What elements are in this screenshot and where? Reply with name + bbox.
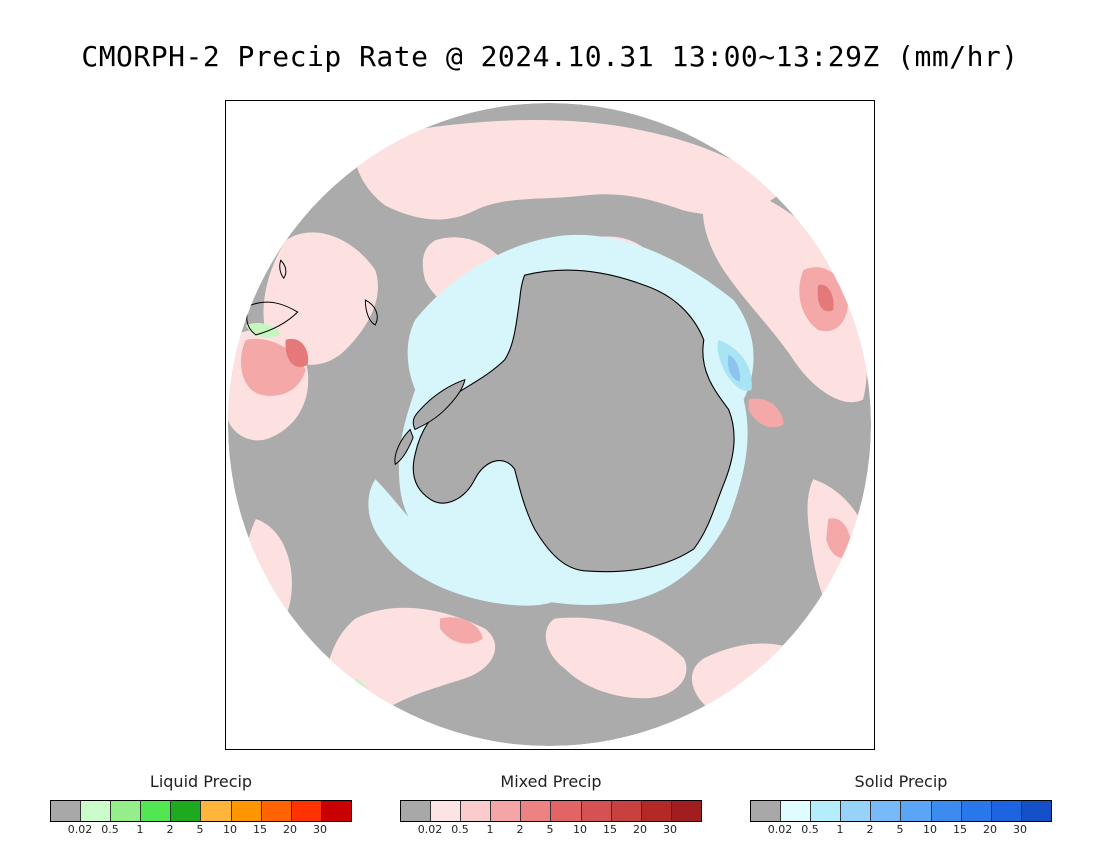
legend-tick-label: 0.02 bbox=[67, 823, 93, 836]
legend-swatch bbox=[781, 801, 812, 821]
colorbar bbox=[50, 800, 352, 822]
legend-tick-label: 10 bbox=[223, 823, 237, 836]
legend-swatch bbox=[901, 801, 932, 821]
legend-tick-label: 0.02 bbox=[417, 823, 443, 836]
legend-swatch bbox=[231, 801, 262, 821]
legend-tick-label: 0.5 bbox=[101, 823, 119, 836]
legend-swatch bbox=[111, 801, 142, 821]
legend-swatch bbox=[811, 801, 842, 821]
legend-tick-label: 1 bbox=[136, 823, 144, 836]
legend-tick-label: 2 bbox=[866, 823, 874, 836]
mixed-precip-legend: Mixed Precip 0.02 0.5 1 2 5 10 15 20 30 bbox=[400, 770, 702, 840]
legend-swatch bbox=[961, 801, 992, 821]
legend-tick-label: 15 bbox=[603, 823, 617, 836]
legend-title: Solid Precip bbox=[854, 772, 948, 791]
legend-title: Liquid Precip bbox=[149, 772, 253, 791]
colorbar bbox=[400, 800, 702, 822]
legend-tick-label: 30 bbox=[663, 823, 677, 836]
legend-swatch bbox=[291, 801, 322, 821]
legend-swatch bbox=[931, 801, 962, 821]
legend-tick-label: 2 bbox=[166, 823, 174, 836]
legend-swatch bbox=[521, 801, 552, 821]
legend-swatch bbox=[321, 801, 351, 821]
legend-tick-label: 1 bbox=[836, 823, 844, 836]
antarctica-landmass bbox=[394, 269, 735, 573]
colorbar bbox=[750, 800, 1052, 822]
legend-tick-label: 5 bbox=[546, 823, 554, 836]
legend-tick-label: 15 bbox=[953, 823, 967, 836]
legend-tick-label: 20 bbox=[633, 823, 647, 836]
legend-swatch bbox=[261, 801, 292, 821]
legend-tick-label: 20 bbox=[283, 823, 297, 836]
legend-swatch bbox=[401, 801, 432, 821]
legend-swatch bbox=[671, 801, 701, 821]
polar-map bbox=[227, 102, 872, 747]
legend-swatch bbox=[51, 801, 82, 821]
legend-tick-label: 0.5 bbox=[451, 823, 469, 836]
legend-tick-label: 1 bbox=[486, 823, 494, 836]
legend-tick-label: 10 bbox=[923, 823, 937, 836]
legend-swatch bbox=[201, 801, 232, 821]
legend-tick-label: 30 bbox=[313, 823, 327, 836]
legend-swatch bbox=[611, 801, 642, 821]
legend-tick-label: 0.5 bbox=[801, 823, 819, 836]
legend-swatch bbox=[1021, 801, 1051, 821]
liquid-precip-legend: Liquid Precip 0.02 0.5 1 2 5 10 15 20 30 bbox=[50, 770, 352, 840]
legend-swatch bbox=[431, 801, 462, 821]
legend-title: Mixed Precip bbox=[500, 772, 602, 791]
legend-tick-label: 5 bbox=[896, 823, 904, 836]
legend-swatch bbox=[81, 801, 112, 821]
legend-swatch bbox=[581, 801, 612, 821]
legend-swatch bbox=[551, 801, 582, 821]
legend-tick-label: 5 bbox=[196, 823, 204, 836]
legend-swatch bbox=[991, 801, 1022, 821]
legend-tick-label: 0.02 bbox=[767, 823, 793, 836]
map-panel bbox=[225, 100, 875, 750]
legend-tick-label: 15 bbox=[253, 823, 267, 836]
legend-tick-label: 30 bbox=[1013, 823, 1027, 836]
legend-tick-label: 10 bbox=[573, 823, 587, 836]
legend-swatch bbox=[641, 801, 672, 821]
legend-swatch bbox=[461, 801, 492, 821]
legend-swatch bbox=[751, 801, 782, 821]
legend-swatch bbox=[841, 801, 872, 821]
legend-tick-label: 20 bbox=[983, 823, 997, 836]
mixed-precip-moderate bbox=[240, 267, 852, 644]
chart-title: CMORPH-2 Precip Rate @ 2024.10.31 13:00~… bbox=[81, 40, 1019, 73]
legend-swatch bbox=[141, 801, 172, 821]
legend-swatch bbox=[171, 801, 202, 821]
legend-swatch bbox=[491, 801, 522, 821]
solid-precip-legend: Solid Precip 0.02 0.5 1 2 5 10 15 20 30 bbox=[750, 770, 1052, 840]
legend-swatch bbox=[871, 801, 902, 821]
south-america-coast bbox=[246, 259, 378, 336]
legend-tick-label: 2 bbox=[516, 823, 524, 836]
